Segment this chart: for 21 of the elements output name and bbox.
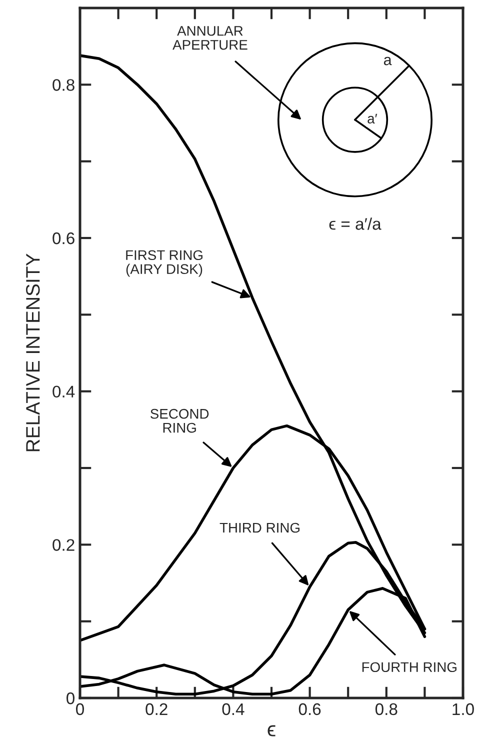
x-tick-label: 1.0 [452, 703, 474, 716]
y-tick-label: 0.6 [52, 232, 74, 244]
y-tick-label: 0 [66, 692, 74, 704]
annotation: a [384, 56, 392, 66]
x-tick-label: 0.6 [298, 703, 321, 716]
annotation: THIRD RING [220, 522, 300, 533]
x-axis-title: ϵ [268, 725, 276, 736]
x-tick-label: 0.4 [222, 703, 244, 716]
annotation: FIRST RING (AIRY DISK) [126, 250, 202, 277]
x-tick-label: 0 [76, 703, 84, 716]
annotation: ANNULAR APERTURE [172, 26, 248, 50]
y-tick-label: 0.2 [52, 539, 74, 551]
annotation: SECOND RING [150, 408, 209, 433]
annotation: FOURTH RING [362, 662, 456, 672]
y-tick-label: 0.8 [52, 79, 74, 91]
annotation: ϵ = a′/a [329, 218, 382, 230]
y-tick-label: 0.4 [52, 386, 75, 398]
annotation: a′ [368, 114, 378, 124]
x-tick-label: 0.8 [375, 703, 398, 716]
x-tick-label: 0.2 [146, 703, 168, 716]
y-axis-title: RELATIVE INTENSITY [26, 254, 40, 452]
